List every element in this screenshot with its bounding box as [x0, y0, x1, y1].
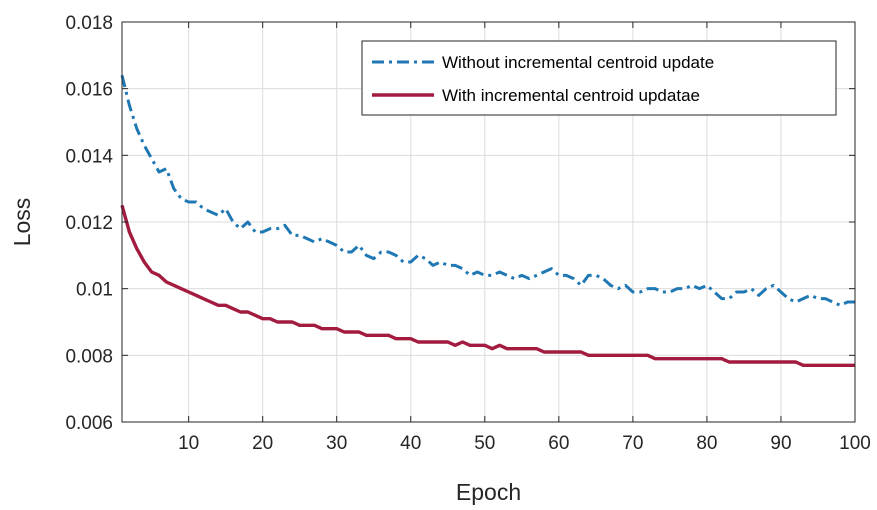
x-tick-label: 80	[696, 433, 717, 454]
y-tick-label: 0.012	[65, 213, 113, 234]
y-tick-label: 0.014	[65, 146, 113, 167]
x-tick-label: 30	[326, 433, 347, 454]
legend-label-without-update: Without incremental centroid update	[442, 53, 714, 72]
x-tick-label: 60	[548, 433, 569, 454]
series-lines	[120, 74, 855, 368]
x-tick-label: 10	[178, 433, 199, 454]
x-tick-label: 70	[622, 433, 643, 454]
x-axis-ticks: 10 20 30 40 50 60 70 80 90 100	[178, 22, 871, 454]
y-tick-label: 0.01	[76, 280, 113, 301]
legend-box	[361, 40, 837, 116]
y-tick-label: 0.008	[65, 346, 113, 367]
x-tick-label: 20	[252, 433, 273, 454]
y-tick-label: 0.016	[65, 80, 113, 101]
series-line-with-update	[120, 204, 855, 368]
x-axis-label: Epoch	[456, 479, 521, 505]
x-tick-label: 40	[400, 433, 421, 454]
x-tick-label: 90	[770, 433, 791, 454]
series-line-without-update	[120, 74, 855, 307]
y-tick-label: 0.006	[65, 413, 113, 434]
y-axis-label: Loss	[9, 198, 35, 247]
y-axis-ticks: 0.006 0.008 0.01 0.012 0.014 0.016 0.018	[65, 13, 855, 434]
legend-label-with-update: With incremental centroid updatae	[442, 86, 700, 105]
legend: Without incremental centroid update With…	[361, 40, 837, 116]
y-tick-label: 0.018	[65, 13, 113, 34]
x-tick-label: 100	[839, 433, 871, 454]
x-tick-label: 50	[474, 433, 495, 454]
